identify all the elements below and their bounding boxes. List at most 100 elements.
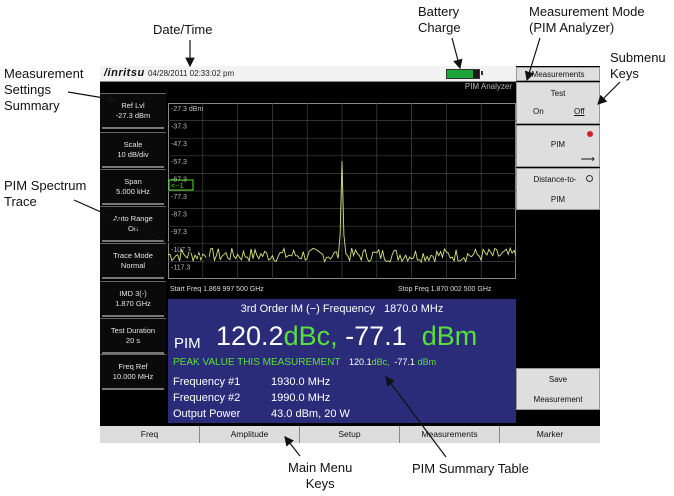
peak-dbc-value: 120.1 (349, 357, 372, 367)
settings-item-value: On (127, 224, 138, 233)
callout-settings-line1: Measurement (4, 66, 84, 81)
settings-item: IMD 3(-) 1.870 GHz (100, 281, 166, 317)
save-measurement-button[interactable]: Save Measurement (516, 368, 600, 410)
pim-dbc-value: 120.2 (216, 321, 284, 351)
frequency-1-value: 1930.0 MHz (271, 376, 331, 388)
callout-trace-line2: Trace (4, 194, 37, 209)
settings-item-value: Normal (120, 261, 146, 270)
settings-item: Trace Mode Normal (100, 243, 166, 279)
battery-icon (446, 69, 480, 79)
settings-item-divider (102, 127, 164, 129)
pim-submenu-button[interactable]: PIM ⟶ (516, 125, 600, 167)
y-axis-label: -117.3 (171, 264, 190, 271)
pim-spectrum-trace (168, 161, 516, 264)
save-label-line1: Save (548, 375, 568, 384)
summary-row-frequency-1: Frequency #1 1930.0 MHz (173, 376, 330, 388)
arrow-submenu (597, 81, 621, 105)
y-axis-label: -87.3 (171, 212, 187, 219)
pim-dbm-unit: dBm (421, 321, 478, 351)
y-axis-label: -37.3 (171, 124, 187, 131)
unselected-radio-icon (586, 175, 593, 182)
settings-item-divider (102, 166, 164, 168)
pim-summary-table: 3rd Order IM (−) Frequency 1870.0 MHz PI… (168, 299, 516, 423)
y-axis-label: -57.3 (171, 159, 187, 166)
main-menu-freq[interactable]: Freq (100, 426, 200, 443)
settings-item-value: 10.000 MHz (112, 372, 154, 381)
settings-item-divider (102, 203, 164, 205)
pim-spectrum-graph: -27.3 dBm-37.3-47.3-57.3-67.3-77.3-87.3-… (168, 103, 516, 279)
start-frequency-label: Start Freq 1.869 997 500 GHz (170, 286, 264, 293)
arrow-battery (451, 37, 463, 70)
settings-item-label: Freq Ref (118, 362, 148, 371)
settings-item-value: 10 dB/div (117, 150, 149, 159)
settings-item-label: Auto Range (113, 214, 153, 223)
instrument-screen: /inritsu 04/28/2011 02:33:02 pm PIM Anal… (100, 66, 600, 443)
anritsu-logo: /inritsu (104, 67, 145, 79)
summary-row-output-power: Output Power 43.0 dBm, 20 W (173, 408, 350, 420)
marker-label: <--1 (171, 183, 184, 190)
y-axis-label: -47.3 (171, 141, 187, 148)
frequency-2-value: 1990.0 MHz (271, 392, 331, 404)
callout-mainmenu-line1: Main Menu (288, 460, 353, 475)
callout-settings-line2: Settings (4, 82, 51, 97)
settings-item-divider (102, 315, 164, 317)
settings-item-value: 5.000 kHz (116, 187, 150, 196)
settings-item-label: Ref Lvl (121, 101, 145, 110)
callout-summary-table: PIM Summary Table (412, 461, 529, 476)
test-on-option: On (533, 107, 544, 116)
settings-item-label: Scale (123, 140, 143, 149)
settings-item-value: 20 s (125, 336, 141, 345)
settings-item-label: Span (124, 177, 142, 186)
settings-item-divider (102, 388, 164, 390)
y-axis-label: -97.3 (171, 229, 187, 236)
settings-item-label: Test Duration (110, 326, 156, 335)
settings-item: Auto Range On (100, 206, 166, 242)
main-menu-amplitude[interactable]: Amplitude (200, 426, 300, 443)
settings-item-label: IMD 3(-) (119, 289, 147, 298)
callout-settings-summary: Measurement Settings Summary (4, 66, 83, 114)
main-menu-keys: Freq Amplitude Setup Measurements Marker (100, 426, 600, 443)
callout-battery-line2: Charge (418, 20, 461, 35)
settings-item: Ref Lvl -27.3 dBm (100, 93, 166, 129)
callout-pim-trace: PIM Spectrum Trace (4, 178, 86, 210)
callout-trace-line1: PIM Spectrum (4, 178, 87, 193)
callout-mode-line2: (PIM Analyzer) (529, 20, 615, 35)
main-menu-setup[interactable]: Setup (300, 426, 400, 443)
settings-item-value: 1.870 GHz (115, 299, 151, 308)
measurement-mode-label: PIM Analyzer (464, 82, 512, 91)
date-time-display: 04/28/2011 02:33:02 pm (148, 69, 235, 78)
peak-dbc-unit: dBc, (371, 357, 390, 367)
output-power-value: 43.0 dBm, 20 W (271, 408, 350, 420)
test-off-option: Off (574, 107, 585, 116)
settings-item: Freq Ref 10.000 MHz (100, 354, 166, 390)
main-menu-marker[interactable]: Marker (500, 426, 600, 443)
callout-submenu-keys: Submenu Keys (610, 50, 666, 82)
settings-item-label: Trace Mode (113, 251, 153, 260)
status-bar: /inritsu 04/28/2011 02:33:02 pm (100, 66, 516, 82)
im-frequency-label: 3rd Order IM (−) Frequency (240, 303, 375, 315)
settings-item-divider (102, 352, 164, 354)
callout-main-menu-keys: Main Menu Keys (288, 460, 352, 492)
main-menu-measurements[interactable]: Measurements (400, 426, 500, 443)
settings-item-divider (102, 277, 164, 279)
distance-to-pim-button[interactable]: Distance-to- PIM (516, 168, 600, 210)
peak-value-line: PEAK VALUE THIS MEASUREMENT 120.1dBc, -7… (173, 357, 436, 368)
battery-charge-level (447, 70, 473, 78)
test-label: Test (550, 89, 566, 98)
im-frequency-value: 1870.0 MHz (384, 303, 444, 315)
settings-item-divider (102, 240, 164, 242)
pim-submenu-label: PIM (550, 140, 566, 149)
frequency-2-label: Frequency #2 (173, 392, 241, 404)
submenu-keys: Measurements Test On Off PIM ⟶ Distance-… (516, 66, 600, 423)
test-toggle-button[interactable]: Test On Off (516, 82, 600, 124)
im-frequency-line: 3rd Order IM (−) Frequency 1870.0 MHz (168, 303, 516, 315)
summary-row-frequency-2: Frequency #2 1990.0 MHz (173, 392, 330, 404)
dtp-label-line2: PIM (550, 195, 566, 204)
peak-dbm-value: -77.1 (394, 357, 415, 367)
dtp-label-line1: Distance-to- (533, 175, 577, 184)
marker-box (168, 179, 194, 191)
submenu-title: Measurements (516, 67, 600, 81)
frequency-1-label: Frequency #1 (173, 376, 241, 388)
y-axis-label: -77.3 (171, 194, 187, 201)
pim-dbm-value: -77.1 (345, 321, 407, 351)
